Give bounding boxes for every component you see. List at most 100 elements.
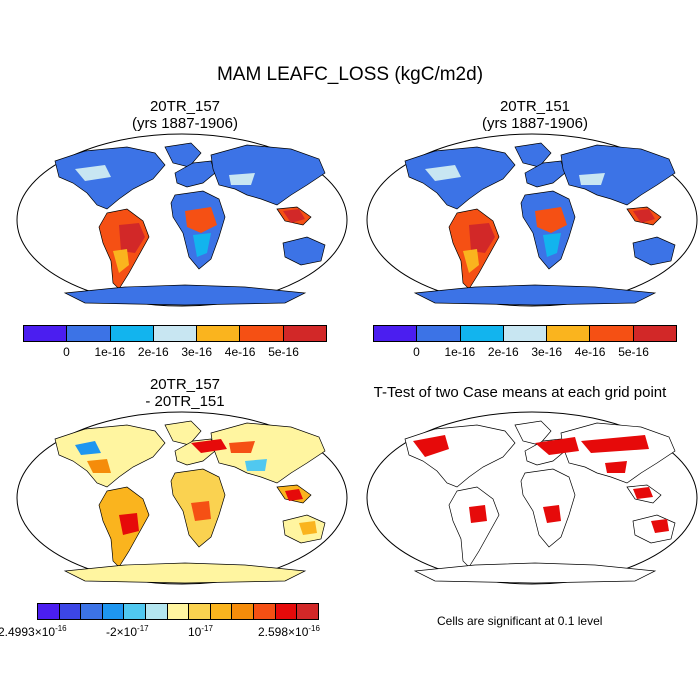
colorbar-1-label-2: 2e-16 (137, 345, 169, 359)
colorbar-2-swatch-5 (590, 326, 634, 341)
panel-2-title: 20TR_151 (yrs 1887-1906) (385, 98, 685, 132)
map-1-field-patch-2 (185, 207, 217, 233)
colorbar-2-swatch-0 (374, 326, 418, 341)
colorbar-diff-swatch-7 (189, 604, 211, 619)
panel-1-title-line1: 20TR_157 (149, 98, 221, 115)
map-2-antarctica (413, 284, 657, 306)
colorbar-diff-swatch-4 (124, 604, 147, 619)
map-1-field-patch-4 (283, 209, 305, 223)
map-2-field-patch-5 (425, 165, 461, 181)
map-4-field-patch-2 (581, 435, 649, 453)
map-3-field-patch-1 (87, 459, 111, 473)
map-1-field-patch-0 (119, 223, 145, 253)
map-1-north-america (54, 146, 166, 210)
colorbar-2-label-4: 4e-16 (574, 345, 606, 359)
map-4-south-america (448, 486, 500, 568)
colorbar-2-swatch-2 (460, 326, 504, 341)
map-panel-20tr151 (366, 133, 698, 307)
map-1-field-patch-3 (193, 233, 211, 257)
colorbar-1-swatch-2 (110, 326, 154, 341)
map-1-antarctica (63, 284, 307, 306)
map-1-europe (174, 160, 216, 188)
colorbar-diff-swatch-11 (275, 604, 298, 619)
colorbar-panel-1: 0 1e-16 2e-16 3e-16 4e-16 5e-16 (23, 325, 327, 365)
map-panel-difference (16, 411, 348, 585)
map-4-field-patch-1 (535, 437, 579, 455)
map-panel-20tr157 (16, 133, 348, 307)
map-3-north-america (54, 424, 166, 488)
colorbar-diff-swatch-0 (38, 604, 60, 619)
colorbar-1-labels: 0 1e-16 2e-16 3e-16 4e-16 5e-16 (23, 342, 327, 362)
panel-1-title: 20TR_157 (yrs 1887-1906) (35, 98, 335, 132)
colorbar-diff-swatches (37, 603, 319, 620)
map-2-field-patch-6 (579, 173, 605, 185)
colorbar-diff-swatch-6 (167, 604, 190, 619)
colorbar-diff-swatch-9 (232, 604, 255, 619)
map-4-asia (560, 422, 676, 484)
colorbar-2-swatch-3 (503, 326, 548, 341)
map-2-field-patch-4 (633, 209, 655, 223)
colorbar-diff-swatch-1 (59, 604, 82, 619)
map-1-greenland (164, 142, 202, 168)
map-4-greenland (514, 420, 552, 446)
panel-3-title: 20TR_157 - 20TR_151 (35, 376, 335, 410)
colorbar-1-swatch-3 (153, 326, 198, 341)
map-3-field-patch-3 (229, 441, 255, 453)
colorbar-diff-label-max: 2.598×10-16 (258, 624, 320, 639)
colorbar-1-label-3: 3e-16 (181, 345, 213, 359)
colorbar-diff-label-mid2: 10-17 (188, 624, 213, 639)
colorbar-diff-label-min: -2.4993×10-16 (0, 624, 67, 639)
colorbar-2-label-3: 3e-16 (531, 345, 563, 359)
map-3-field-patch-0 (75, 441, 101, 455)
colorbar-1-swatch-1 (67, 326, 111, 341)
map-1-australia (282, 236, 326, 266)
map-3-field-patch-2 (191, 439, 227, 453)
map-1-field-patch-5 (75, 165, 111, 181)
map-panel-ttest (366, 411, 698, 585)
colorbar-2-label-2: 2e-16 (487, 345, 519, 359)
colorbar-diff-swatch-10 (254, 604, 276, 619)
map-2-asia (560, 144, 676, 206)
map-2-greenland (514, 142, 552, 168)
colorbar-1-swatch-5 (240, 326, 284, 341)
colorbar-1-label-5: 5e-16 (268, 345, 299, 359)
map-2-north-america (404, 146, 516, 210)
colorbar-diff-swatch-3 (102, 604, 125, 619)
map-2-field-patch-1 (463, 249, 479, 273)
colorbar-diff-swatch-5 (146, 604, 168, 619)
colorbar-difference (37, 603, 319, 643)
colorbar-diff-label-mid1: -2×10-17 (106, 624, 149, 639)
map-2-australia (632, 236, 676, 266)
colorbar-2-swatch-4 (547, 326, 591, 341)
map-4-field-patch-3 (469, 505, 487, 523)
map-3-field-patch-7 (299, 521, 317, 535)
colorbar-2-labels: 0 1e-16 2e-16 3e-16 4e-16 5e-16 (373, 342, 677, 362)
panel-4-title-line1: T-Test of two Case means at each grid po… (373, 384, 667, 401)
panel-3-title-line1: 20TR_157 (149, 376, 221, 393)
colorbar-panel-2: 0 1e-16 2e-16 3e-16 4e-16 5e-16 (373, 325, 677, 365)
map-4-field-patch-0 (413, 435, 449, 457)
colorbar-2-label-5: 5e-16 (618, 345, 649, 359)
map-3-field-patch-4 (119, 513, 139, 535)
map-4-field-patch-7 (605, 461, 627, 473)
colorbar-1-label-1: 1e-16 (94, 345, 126, 359)
map-4-field-patch-6 (651, 519, 669, 533)
map-3-field-patch-6 (245, 459, 267, 471)
map-2-field-patch-2 (535, 207, 567, 233)
colorbar-1-swatch-6 (283, 326, 326, 341)
figure-title: MAM LEAFC_LOSS (kgC/m2d) (216, 64, 484, 85)
colorbar-1-swatch-4 (197, 326, 241, 341)
map-3-field-patch-8 (285, 489, 303, 501)
map-3-asia (210, 422, 326, 484)
colorbar-2-swatches (373, 325, 677, 342)
significance-note: Cells are significant at 0.1 level (437, 614, 603, 628)
colorbar-diff-swatch-2 (81, 604, 103, 619)
colorbar-1-swatches (23, 325, 327, 342)
colorbar-diff-swatch-12 (297, 604, 318, 619)
map-3-field-patch-5 (191, 501, 211, 521)
panel-1-title-line2: (yrs 1887-1906) (132, 115, 238, 132)
map-1-field-patch-6 (229, 173, 255, 185)
map-3-antarctica (63, 562, 307, 584)
map-1-field-patch-1 (113, 249, 129, 273)
panel-2-title-line1: 20TR_151 (499, 98, 571, 115)
